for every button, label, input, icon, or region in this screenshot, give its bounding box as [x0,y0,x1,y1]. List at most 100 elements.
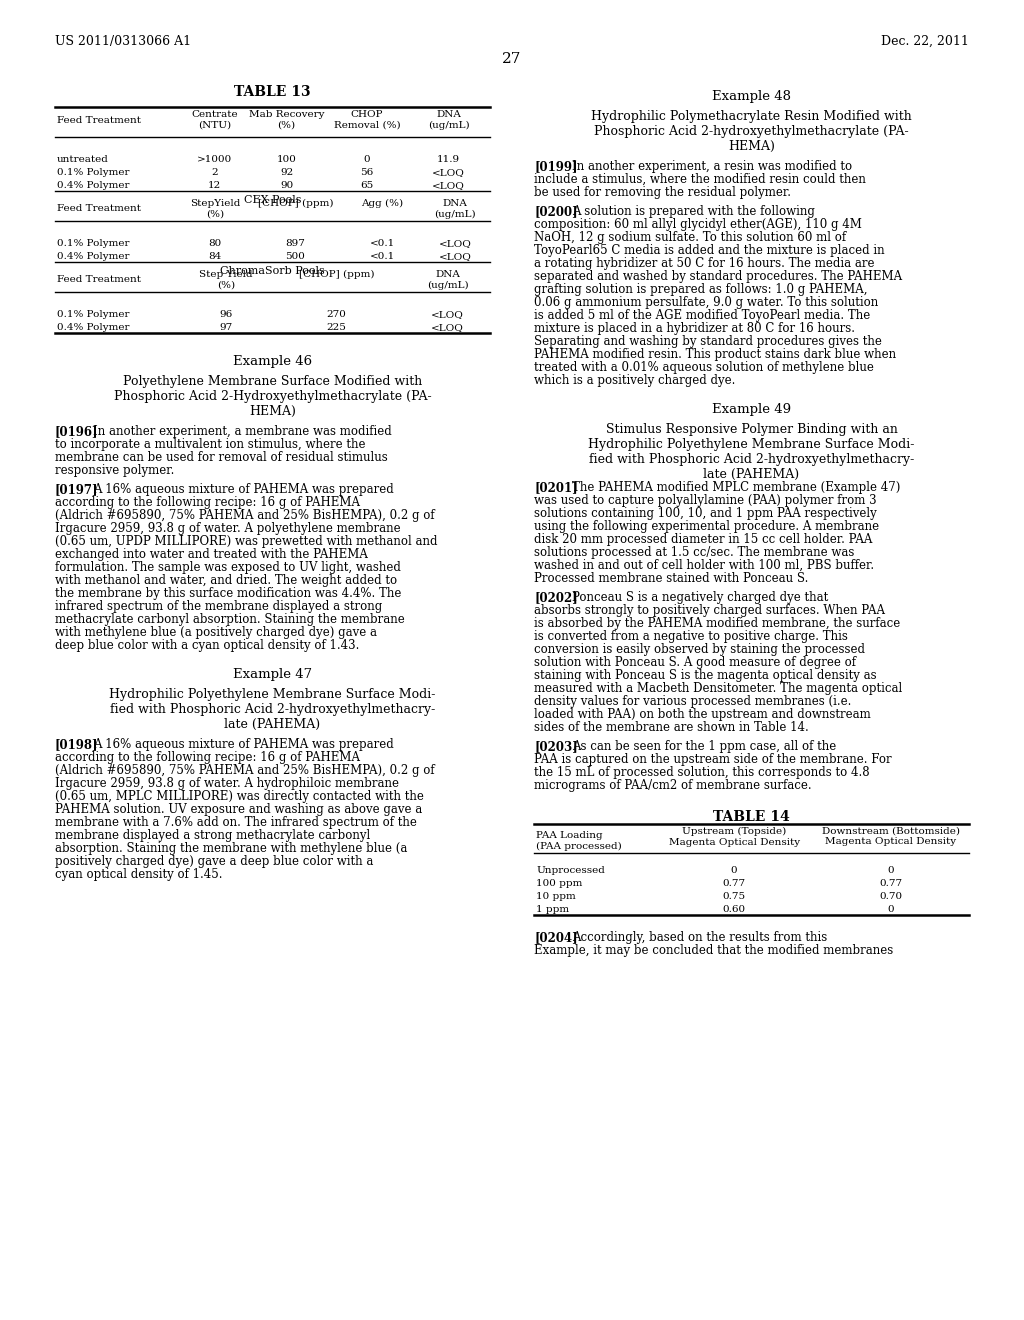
Text: Irgacure 2959, 93.8 g of water. A polyethylene membrane: Irgacure 2959, 93.8 g of water. A polyet… [55,521,400,535]
Text: measured with a Macbeth Densitometer. The magenta optical: measured with a Macbeth Densitometer. Th… [534,682,902,696]
Text: Accordingly, based on the results from this: Accordingly, based on the results from t… [572,931,827,944]
Text: is added 5 ml of the AGE modified ToyoPearl media. The: is added 5 ml of the AGE modified ToyoPe… [534,309,870,322]
Text: DNA
(ug/mL): DNA (ug/mL) [427,271,468,289]
Text: include a stimulus, where the modified resin could then: include a stimulus, where the modified r… [534,173,866,186]
Text: Example 47: Example 47 [232,668,312,681]
Text: cyan optical density of 1.45.: cyan optical density of 1.45. [55,869,222,880]
Text: [0201]: [0201] [534,480,578,494]
Text: CEX Pools: CEX Pools [244,195,301,205]
Text: In another experiment, a membrane was modified: In another experiment, a membrane was mo… [93,425,392,438]
Text: StepYield
(%): StepYield (%) [189,199,240,218]
Text: treated with a 0.01% aqueous solution of methylene blue: treated with a 0.01% aqueous solution of… [534,360,873,374]
Text: Unprocessed: Unprocessed [536,866,605,875]
Text: 0.77: 0.77 [880,879,902,888]
Text: Feed Treatment: Feed Treatment [57,205,141,213]
Text: 92: 92 [280,168,293,177]
Text: [0199]: [0199] [534,160,578,173]
Text: Centrate
(NTU): Centrate (NTU) [191,110,239,129]
Text: (Aldrich #695890, 75% PAHEMA and 25% BisHEMPA), 0.2 g of: (Aldrich #695890, 75% PAHEMA and 25% Bis… [55,510,434,521]
Text: <LOQ: <LOQ [432,181,465,190]
Text: PAA is captured on the upstream side of the membrane. For: PAA is captured on the upstream side of … [534,752,892,766]
Text: 11.9: 11.9 [437,154,460,164]
Text: 1 ppm: 1 ppm [536,906,569,913]
Text: membrane displayed a strong methacrylate carbonyl: membrane displayed a strong methacrylate… [55,829,371,842]
Text: the membrane by this surface modification was 4.4%. The: the membrane by this surface modificatio… [55,587,401,601]
Text: 0.06 g ammonium persulfate, 9.0 g water. To this solution: 0.06 g ammonium persulfate, 9.0 g water.… [534,296,879,309]
Text: [0197]: [0197] [55,483,98,496]
Text: was used to capture polyallylamine (PAA) polymer from 3: was used to capture polyallylamine (PAA)… [534,494,877,507]
Text: A 16% aqueous mixture of PAHEMA was prepared: A 16% aqueous mixture of PAHEMA was prep… [93,738,394,751]
Text: Mab Recovery
(%): Mab Recovery (%) [249,110,325,129]
Text: disk 20 mm processed diameter in 15 cc cell holder. PAA: disk 20 mm processed diameter in 15 cc c… [534,533,872,546]
Text: density values for various processed membranes (i.e.: density values for various processed mem… [534,696,851,708]
Text: 225: 225 [327,323,346,333]
Text: 2: 2 [212,168,218,177]
Text: 0.4% Polymer: 0.4% Polymer [57,181,129,190]
Text: 0.70: 0.70 [880,892,902,902]
Text: 0.77: 0.77 [723,879,745,888]
Text: Upstream (Topside)
Magenta Optical Density: Upstream (Topside) Magenta Optical Densi… [669,828,800,846]
Text: absorption. Staining the membrane with methylene blue (a: absorption. Staining the membrane with m… [55,842,408,855]
Text: solutions processed at 1.5 cc/sec. The membrane was: solutions processed at 1.5 cc/sec. The m… [534,546,854,558]
Text: the 15 mL of processed solution, this corresponds to 4.8: the 15 mL of processed solution, this co… [534,766,869,779]
Text: ChromaSorb Pools: ChromaSorb Pools [220,267,325,276]
Text: As can be seen for the 1 ppm case, all of the: As can be seen for the 1 ppm case, all o… [572,741,837,752]
Text: PAA Loading
(PAA processed): PAA Loading (PAA processed) [536,832,622,850]
Text: <0.1: <0.1 [370,239,395,248]
Text: Downstream (Bottomside)
Magenta Optical Density: Downstream (Bottomside) Magenta Optical … [821,828,959,846]
Text: DNA
(ug/mL): DNA (ug/mL) [434,199,476,219]
Text: [0196]: [0196] [55,425,98,438]
Text: [CHOP] (ppm): [CHOP] (ppm) [299,271,375,279]
Text: TABLE 13: TABLE 13 [234,84,311,99]
Text: 0: 0 [888,906,894,913]
Text: [0202]: [0202] [534,591,578,605]
Text: responsive polymer.: responsive polymer. [55,465,174,477]
Text: Dec. 22, 2011: Dec. 22, 2011 [881,36,969,48]
Text: Stimulus Responsive Polymer Binding with an
Hydrophilic Polyethylene Membrane Su: Stimulus Responsive Polymer Binding with… [589,422,914,480]
Text: exchanged into water and treated with the PAHEMA: exchanged into water and treated with th… [55,548,368,561]
Text: 100 ppm: 100 ppm [536,879,583,888]
Text: is converted from a negative to positive charge. This: is converted from a negative to positive… [534,630,848,643]
Text: (Aldrich #695890, 75% PAHEMA and 25% BisHEMPA), 0.2 g of: (Aldrich #695890, 75% PAHEMA and 25% Bis… [55,764,434,777]
Text: conversion is easily observed by staining the processed: conversion is easily observed by stainin… [534,643,865,656]
Text: In another experiment, a resin was modified to: In another experiment, a resin was modif… [572,160,852,173]
Text: 0.60: 0.60 [723,906,745,913]
Text: 84: 84 [208,252,221,261]
Text: 0: 0 [888,866,894,875]
Text: untreated: untreated [57,154,109,164]
Text: solutions containing 100, 10, and 1 ppm PAA respectively: solutions containing 100, 10, and 1 ppm … [534,507,877,520]
Text: micrograms of PAA/cm2 of membrane surface.: micrograms of PAA/cm2 of membrane surfac… [534,779,812,792]
Text: 10 ppm: 10 ppm [536,892,575,902]
Text: formulation. The sample was exposed to UV light, washed: formulation. The sample was exposed to U… [55,561,400,574]
Text: infrared spectrum of the membrane displayed a strong: infrared spectrum of the membrane displa… [55,601,382,612]
Text: be used for removing the residual polymer.: be used for removing the residual polyme… [534,186,791,199]
Text: deep blue color with a cyan optical density of 1.43.: deep blue color with a cyan optical dens… [55,639,359,652]
Text: methacrylate carbonyl absorption. Staining the membrane: methacrylate carbonyl absorption. Staini… [55,612,404,626]
Text: using the following experimental procedure. A membrane: using the following experimental procedu… [534,520,880,533]
Text: separated and washed by standard procedures. The PAHEMA: separated and washed by standard procedu… [534,271,902,282]
Text: membrane with a 7.6% add on. The infrared spectrum of the: membrane with a 7.6% add on. The infrare… [55,816,417,829]
Text: with methanol and water, and dried. The weight added to: with methanol and water, and dried. The … [55,574,397,587]
Text: 96: 96 [219,310,232,319]
Text: Processed membrane stained with Ponceau S.: Processed membrane stained with Ponceau … [534,572,808,585]
Text: 0.1% Polymer: 0.1% Polymer [57,168,129,177]
Text: Example 46: Example 46 [232,355,312,368]
Text: PAHEMA modified resin. This product stains dark blue when: PAHEMA modified resin. This product stai… [534,348,896,360]
Text: 0.75: 0.75 [723,892,745,902]
Text: (0.65 um, UPDP MILLIPORE) was prewetted with methanol and: (0.65 um, UPDP MILLIPORE) was prewetted … [55,535,437,548]
Text: Example, it may be concluded that the modified membranes: Example, it may be concluded that the mo… [534,944,893,957]
Text: Feed Treatment: Feed Treatment [57,116,141,125]
Text: <0.1: <0.1 [370,252,395,261]
Text: (0.65 um, MPLC MILLIPORE) was directly contacted with the: (0.65 um, MPLC MILLIPORE) was directly c… [55,789,424,803]
Text: ToyoPearl65 C media is added and the mixture is placed in: ToyoPearl65 C media is added and the mix… [534,244,885,257]
Text: solution with Ponceau S. A good measure of degree of: solution with Ponceau S. A good measure … [534,656,856,669]
Text: sides of the membrane are shown in Table 14.: sides of the membrane are shown in Table… [534,721,809,734]
Text: 100: 100 [276,154,297,164]
Text: with methylene blue (a positively charged dye) gave a: with methylene blue (a positively charge… [55,626,377,639]
Text: 500: 500 [286,252,305,261]
Text: Agg (%): Agg (%) [361,199,403,209]
Text: composition: 60 ml allyl glycidyl ether(AGE), 110 g 4M: composition: 60 ml allyl glycidyl ether(… [534,218,862,231]
Text: 90: 90 [280,181,293,190]
Text: 97: 97 [219,323,232,333]
Text: 897: 897 [286,239,305,248]
